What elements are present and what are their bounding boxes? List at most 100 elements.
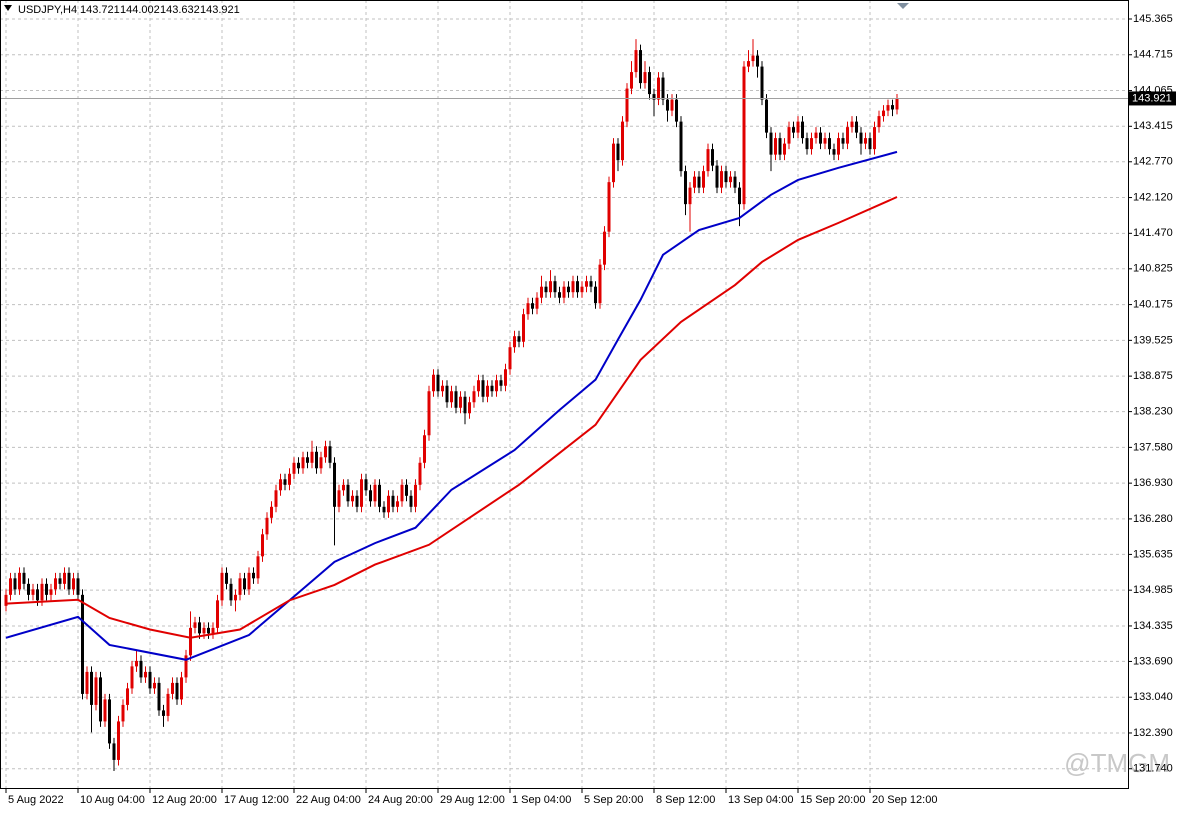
moving-average [5, 150, 898, 661]
y-tick-label: 134.985 [1133, 584, 1173, 596]
candle-body [121, 704, 125, 722]
candle-body [463, 396, 467, 414]
x-tick-label: 29 Aug 12:00 [440, 794, 505, 806]
candle-body [45, 583, 48, 595]
candle-body [225, 572, 228, 584]
candle-body [877, 116, 881, 128]
candle-body [814, 132, 818, 139]
candle-body [103, 699, 107, 722]
candle-body [468, 402, 471, 414]
y-tick-label: 134.335 [1133, 620, 1173, 632]
shift-marker[interactable] [897, 3, 909, 9]
candle-body [679, 121, 683, 172]
candle-body [171, 682, 174, 694]
candle-body [882, 110, 885, 117]
candle-body [220, 572, 224, 601]
candle-body [508, 347, 512, 370]
candle-body [450, 391, 453, 403]
candle-body [670, 99, 674, 111]
candle-body [423, 435, 426, 463]
y-tick-label: 135.635 [1133, 548, 1173, 560]
candle-body [846, 127, 849, 144]
candle-body [625, 88, 629, 122]
candle-body [346, 484, 350, 502]
x-tick-label: 1 Sep 04:00 [512, 794, 571, 806]
grid [0, 0, 1128, 788]
candle-body [297, 462, 300, 469]
candle-body [279, 479, 282, 491]
candle-body [135, 660, 138, 667]
ohlc-high: 144.002 [120, 4, 160, 16]
candle-body [13, 578, 17, 590]
candle-body [607, 182, 611, 232]
candle-body [162, 710, 165, 716]
plot [0, 39, 1128, 771]
y-tick-label: 133.040 [1133, 691, 1173, 703]
candle-body [126, 688, 129, 705]
candle-body [652, 94, 656, 100]
candle-body [499, 380, 503, 386]
candle-body [315, 451, 318, 469]
candle-body [351, 495, 354, 502]
candle-body [9, 578, 12, 595]
candle-body [792, 127, 795, 133]
menu-triangle[interactable] [4, 5, 12, 11]
candle-body [504, 369, 507, 386]
candle-body [166, 693, 170, 716]
ohlc-low: 143.632 [160, 4, 200, 16]
candle-body [441, 385, 444, 392]
candle-body [495, 380, 498, 392]
candle-body [54, 578, 57, 590]
candle-body [76, 578, 80, 595]
candle-body [274, 490, 278, 507]
candle-body [382, 506, 386, 513]
candle-body [612, 143, 615, 183]
candle-body [85, 671, 89, 694]
candle-body [99, 677, 102, 722]
candle-body [850, 121, 854, 128]
candle-body [675, 99, 678, 122]
candle-body [769, 132, 773, 155]
candle-body [603, 231, 606, 265]
candle-body [198, 622, 201, 634]
candle-body [144, 671, 147, 678]
candle-body [261, 534, 264, 557]
candle-body [405, 484, 408, 496]
candle-body [832, 149, 836, 155]
x-tick-label: 17 Aug 12:00 [224, 794, 289, 806]
candle-body [229, 583, 233, 601]
candle-body [733, 176, 737, 188]
candle-body [859, 132, 863, 144]
candle-body [486, 385, 489, 397]
candle-body [283, 479, 287, 485]
candle-body [459, 396, 462, 408]
candle-body [333, 462, 336, 507]
y-tick-label: 138.230 [1133, 406, 1173, 418]
candle-body [270, 506, 273, 518]
candle-body [742, 66, 746, 205]
candle-body [130, 666, 134, 689]
current-price-label: 143.921 [1132, 92, 1172, 104]
candle-body [580, 286, 584, 293]
candle-body [868, 138, 872, 150]
candle-body [306, 457, 309, 463]
candle-body [139, 660, 143, 678]
moving-average [5, 196, 898, 639]
y-tick-label: 140.825 [1133, 263, 1173, 275]
x-tick-label: 10 Aug 04:00 [80, 794, 145, 806]
y-tick-label: 140.175 [1133, 298, 1173, 310]
candle-body [864, 138, 867, 144]
y-tick-label: 143.415 [1133, 120, 1173, 132]
candle-body [765, 99, 768, 133]
candle-body [27, 583, 30, 595]
candle-body [252, 572, 255, 579]
x-tick-label: 8 Sep 12:00 [656, 794, 715, 806]
candle-body [715, 165, 719, 188]
candle-body [396, 501, 399, 507]
candle-body [58, 578, 62, 584]
candle-body [324, 446, 327, 458]
candle-body [841, 138, 845, 144]
candle-body [72, 578, 75, 590]
